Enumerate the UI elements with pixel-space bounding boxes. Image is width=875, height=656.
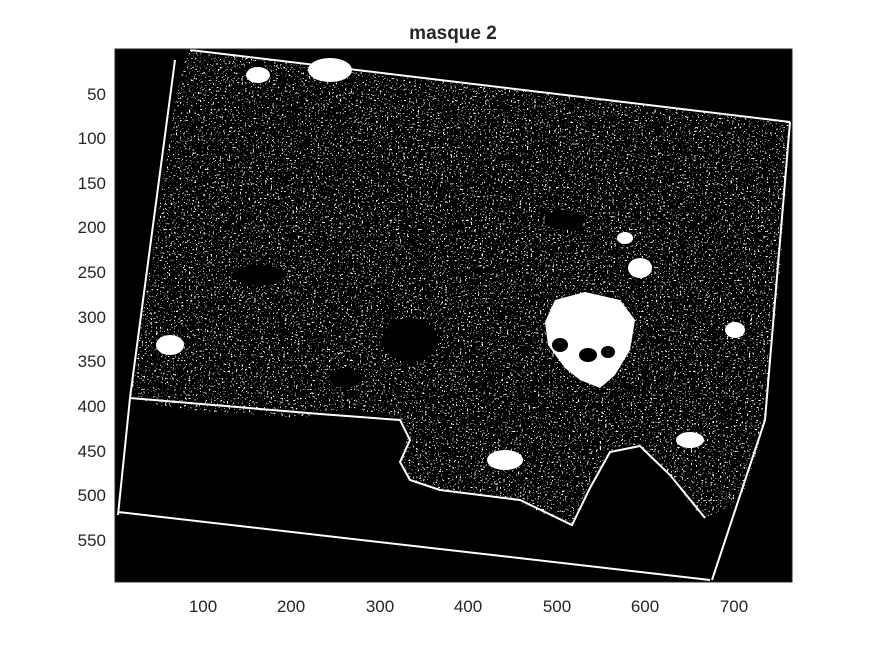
x-tick-label: 200 <box>277 597 305 616</box>
y-tick-labels: 50 100 150 200 250 300 350 400 450 500 5… <box>78 85 106 550</box>
x-tick-label: 300 <box>366 597 394 616</box>
x-tick-label: 500 <box>543 597 571 616</box>
y-tick-label: 400 <box>78 397 106 416</box>
x-tick-label: 700 <box>720 597 748 616</box>
x-tick-labels: 100 200 300 400 500 600 700 <box>189 597 748 616</box>
x-tick-label: 600 <box>631 597 659 616</box>
y-tick-label: 150 <box>78 174 106 193</box>
y-tick-label: 300 <box>78 308 106 327</box>
y-tick-label: 450 <box>78 442 106 461</box>
y-tick-label: 250 <box>78 263 106 282</box>
y-tick-label: 200 <box>78 218 106 237</box>
y-tick-label: 50 <box>87 85 106 104</box>
x-tick-label: 100 <box>189 597 217 616</box>
axes-box <box>114 48 793 583</box>
mask-dark-regions <box>232 210 615 388</box>
x-tick-label: 400 <box>454 597 482 616</box>
mask-frame-edges <box>117 49 791 581</box>
y-tick-label: 500 <box>78 486 106 505</box>
y-tick-label: 550 <box>78 531 106 550</box>
mask-bright-patches <box>156 58 745 470</box>
y-tick-label: 350 <box>78 352 106 371</box>
figure-title: masque 2 <box>409 23 497 44</box>
y-tick-label: 100 <box>78 129 106 148</box>
